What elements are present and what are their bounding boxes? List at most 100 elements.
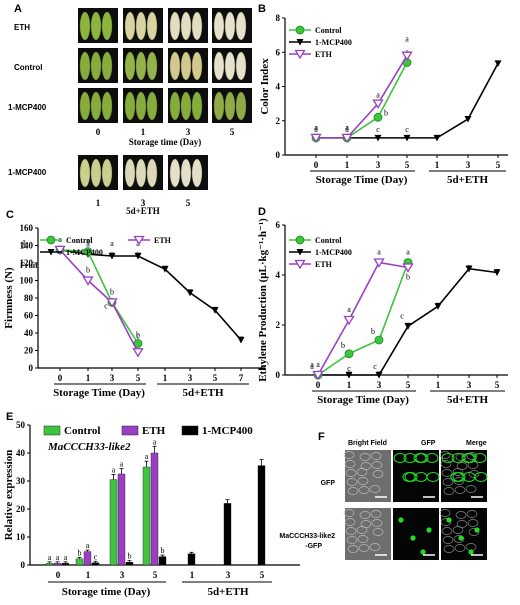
C-letter-Control-3: b (136, 331, 140, 340)
micro-cell-3-12 (347, 545, 359, 553)
micro-gfp-cell-2-7 (450, 472, 464, 482)
photo-r2-c3-banana-0 (213, 91, 225, 121)
E-bar-0-ETH (53, 563, 62, 566)
E-letter-3-Control: a (145, 452, 149, 461)
panel-a-letter: A (14, 3, 22, 15)
E-ytick-4: 40 (16, 448, 26, 458)
E-letter-1-1-MCP400: c (94, 552, 98, 561)
micro-cell-3-6 (345, 527, 357, 535)
micro-nucleus-5-3 (468, 549, 474, 555)
panel-a: A ETH Control 1-MCP400 1-MCP400 0 1 3 5 … (8, 3, 252, 216)
B-point-ETH-0 (310, 133, 322, 144)
D-ytick-3: 6 (276, 220, 281, 230)
C-ytick-6: 120 (20, 258, 34, 268)
micro-nucleus-4-3 (420, 549, 426, 555)
C-point-1-MCP400-2 (108, 253, 116, 260)
photo-r0-c0-banana-0 (79, 11, 91, 41)
D-legend-marker-1 (296, 249, 304, 256)
photo-sub-c1-banana-0 (124, 158, 136, 188)
row-label-mcp: 1-MCP400 (8, 103, 47, 112)
C-y-label: Firmness (N) (3, 267, 15, 329)
micro-cell-0-7 (358, 486, 370, 494)
D-ytick-1: 2 (276, 320, 281, 330)
E-legend-label-2: 1-MCP400 (202, 425, 253, 437)
micro-cell-2-6 (441, 469, 453, 477)
B-legend-label-1: 1-MCP400 (315, 38, 352, 47)
E-xtick-6: 5 (260, 570, 265, 580)
B-letter-ETH-1: a (345, 125, 349, 134)
photo-r1-c2-banana-2 (191, 51, 203, 81)
photo-sub-c0-banana-2 (101, 158, 113, 188)
photo-r1-c0-banana-0 (79, 51, 91, 81)
E-xtick-1: 1 (86, 570, 91, 580)
B-ytick-1: 2 (276, 116, 281, 126)
micro-cell-2-2 (465, 485, 477, 493)
photo-sub-tick-3: 3 (141, 198, 146, 208)
photo-r1-c0-banana-1 (90, 51, 102, 81)
B-ytick-3: 6 (276, 47, 281, 57)
micro-cell-0-10 (359, 453, 371, 461)
B-point-ETH-2 (372, 99, 384, 109)
B-xtick-0: 0 (314, 160, 319, 170)
B-legend-label-2: ETH (315, 50, 333, 59)
B-point-1-MCP400-2 (374, 134, 382, 142)
E-bar-1-1-MCP400 (91, 562, 100, 566)
micro-gfp-cell-2-4 (451, 453, 465, 463)
D-legend-label-2: ETH (315, 260, 333, 269)
D-letter-Control-2: b (371, 327, 375, 336)
C-ytick-8: 160 (20, 223, 34, 233)
C-ytick-2: 40 (24, 328, 34, 338)
E-letter-0-1-MCP400: a (64, 553, 68, 562)
photo-tick-3: 3 (186, 127, 191, 137)
C-point-1-MCP400-3 (134, 253, 142, 260)
photo-sub-c2-banana-1 (180, 158, 192, 188)
B-line-Control (316, 62, 408, 139)
photo-r0-c1-banana-1 (135, 11, 147, 41)
micro-cell-2-10 (455, 453, 467, 461)
micro-cell-5-6 (441, 527, 453, 535)
D-line-ETH (317, 261, 409, 376)
micro-cell-2-9 (442, 478, 454, 486)
D-x-group-label-1: Storage Time (Day) (317, 394, 409, 406)
photo-sub-tick-5: 5 (186, 198, 191, 208)
photo-r1-c1-banana-1 (135, 51, 147, 81)
micro-nucleus-4-1 (410, 535, 416, 541)
E-x-group-label-2: 5d+ETH (207, 586, 249, 598)
B-point-ETH-3 (401, 51, 413, 61)
B-line-ETH (316, 55, 408, 139)
photo-r0-c2-banana-1 (180, 11, 192, 41)
photo-r2-c0-banana-0 (79, 91, 91, 121)
E-bar-5-1-MCP400 (223, 503, 232, 566)
photo-tick-1: 1 (141, 127, 146, 137)
C-ytick-5: 100 (20, 276, 34, 286)
micro-cell-5-8 (467, 519, 479, 527)
micro-cell-5-4 (453, 535, 465, 543)
C-line-Control (59, 249, 139, 344)
B-point-1-MCP400-6 (494, 60, 502, 67)
B-point-ETH-1 (341, 133, 353, 144)
micro-cell-0-11 (372, 470, 384, 478)
C-point-ETH-2 (106, 298, 118, 308)
E-legend-swatch-0 (43, 425, 61, 436)
panel-f-letter: F (318, 431, 325, 443)
row-label-eth: ETH (14, 23, 30, 32)
C-ytick-0: 0 (29, 363, 34, 373)
B-letter-1-MCP400-3: c (405, 125, 409, 134)
C-xtick-7: 7 (239, 373, 244, 383)
C-xtick-4: 1 (163, 373, 168, 383)
E-bar-1-ETH (83, 551, 92, 566)
C-letter-Control-0: a (22, 241, 26, 250)
D-point-ETH-0 (312, 370, 324, 381)
row-label-gfp: GFP (321, 480, 336, 487)
photo-r0-c3-banana-2 (235, 11, 247, 41)
micro-cell-2-5 (466, 452, 478, 460)
D-x-group-label-2: 5d+ETH (447, 394, 489, 406)
B-letter-1-MCP400-2: c (376, 125, 380, 134)
E-bar-3-1-MCP400 (158, 556, 167, 566)
micro-cell-5-10 (455, 511, 467, 519)
photo-r0-c2-banana-2 (191, 11, 203, 41)
micro-nucleus-5-2 (474, 527, 480, 533)
B-letter-1-MCP400-0: a (314, 123, 318, 132)
